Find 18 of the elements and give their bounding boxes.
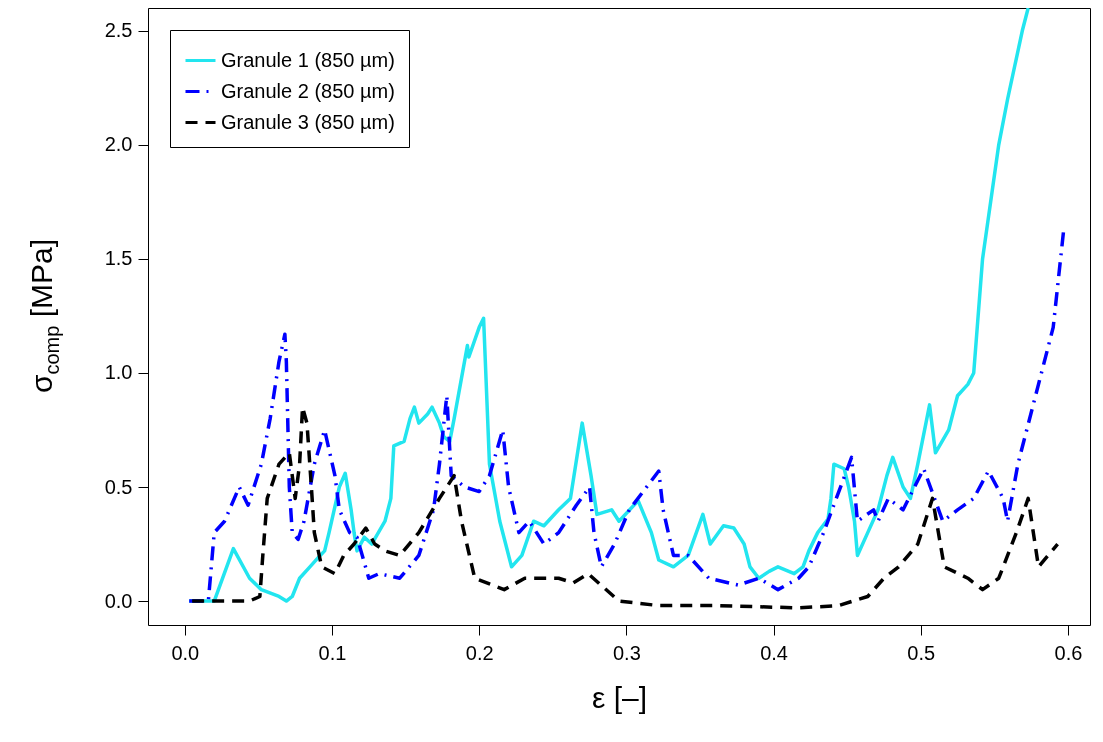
x-axis-title: ε [–] [591, 680, 648, 714]
legend-label: Granule 2 (850 µm) [221, 79, 395, 102]
x-tick-label: 0.3 [612, 641, 641, 664]
legend-label: Granule 1 (850 µm) [221, 48, 395, 71]
x-tick-label: 0.6 [1054, 641, 1083, 664]
legend-label: Granule 3 (850 µm) [221, 110, 395, 133]
y-tick-label: 2.0 [104, 133, 133, 156]
y-tick-label: 0.0 [104, 589, 133, 612]
x-tick-label: 0.4 [760, 641, 788, 664]
y-tick-label: 2.5 [104, 19, 133, 42]
x-tick-label: 0.0 [171, 641, 200, 664]
x-tick-label: 0.2 [465, 641, 494, 664]
y-tick-label: 0.5 [104, 475, 133, 498]
x-tick-label: 0.1 [318, 641, 347, 664]
y-tick-label: 1.0 [104, 361, 133, 384]
x-tick-label: 0.5 [907, 641, 936, 664]
y-tick-label: 1.5 [104, 247, 133, 270]
line-series [187, 229, 1066, 603]
